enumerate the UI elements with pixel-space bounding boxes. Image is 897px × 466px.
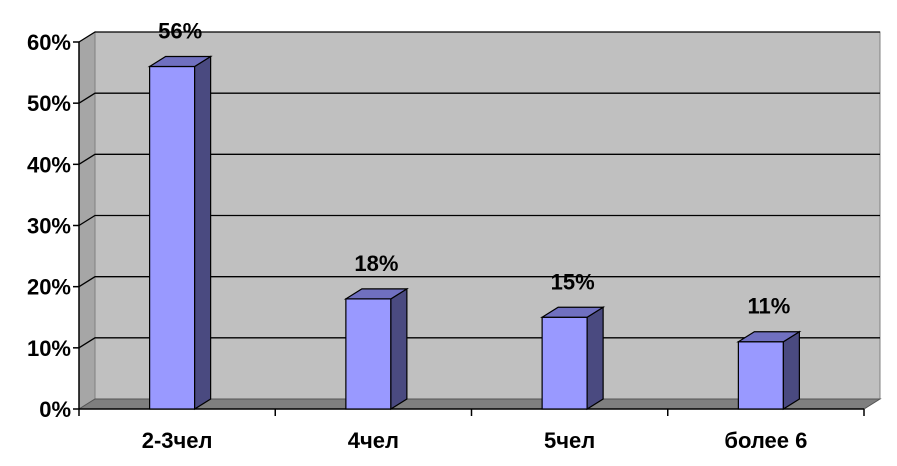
y-tick-label: 20%: [27, 275, 71, 300]
y-tick-label: 30%: [27, 214, 71, 239]
bar-side-3: [783, 332, 799, 409]
y-tick-label: 60%: [27, 30, 71, 55]
bar-side-1: [391, 289, 407, 409]
y-tick-label: 50%: [27, 91, 71, 116]
data-label-0: 56%: [158, 18, 202, 43]
bar-0: [150, 66, 195, 409]
x-category-label-3: более 6: [724, 428, 807, 453]
y-tick-label: 40%: [27, 152, 71, 177]
x-category-label-2: 5чел: [544, 428, 595, 453]
bar-side-2: [587, 307, 603, 409]
y-tick-label: 0%: [39, 397, 71, 422]
data-label-1: 18%: [354, 251, 398, 276]
data-label-2: 15%: [551, 269, 595, 294]
bar-side-0: [195, 56, 211, 409]
x-category-label-1: 4чел: [348, 428, 399, 453]
y-tick-label: 10%: [27, 336, 71, 361]
data-label-3: 11%: [747, 294, 790, 319]
bar-2: [542, 317, 587, 409]
bar-3: [738, 342, 783, 409]
x-category-label-0: 2-3чел: [142, 428, 213, 453]
bar-1: [346, 299, 391, 409]
